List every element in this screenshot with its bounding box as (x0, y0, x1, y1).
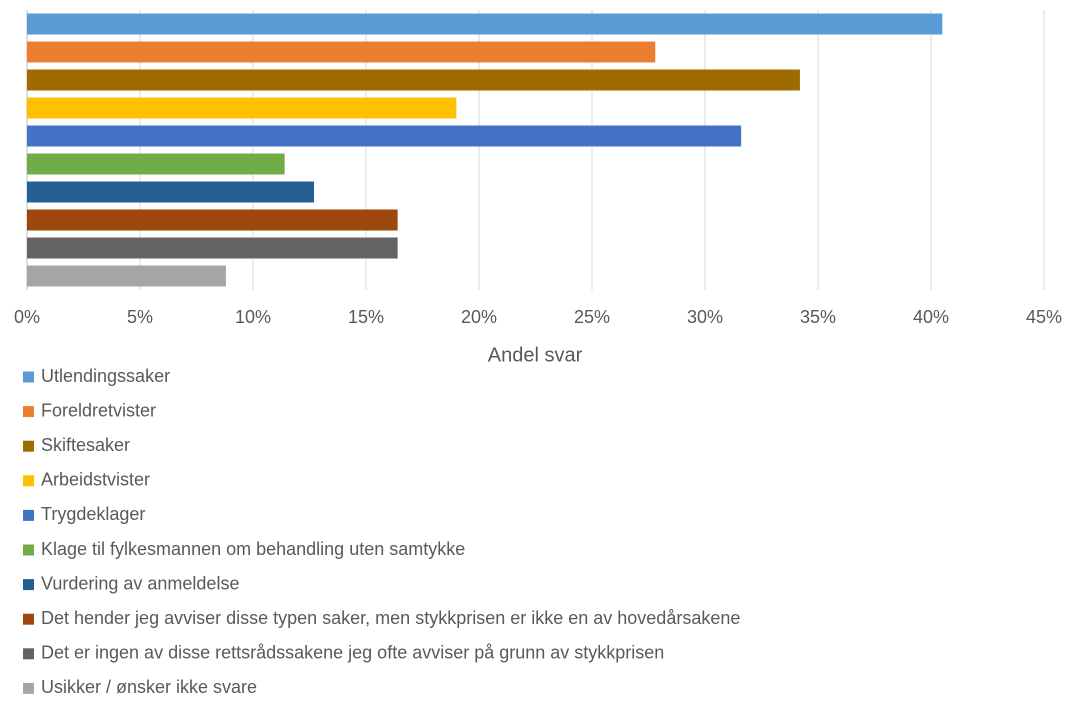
x-tick-label: 5% (127, 307, 153, 327)
legend-label: Vurdering av anmeldelse (41, 573, 239, 593)
legend-label: Trygdeklager (41, 504, 145, 524)
x-tick-label: 30% (687, 307, 723, 327)
bar (27, 265, 226, 287)
legend-swatch (23, 440, 34, 452)
bar (27, 41, 656, 63)
legend-label: Klage til fylkesmannen om behandling ute… (41, 539, 465, 559)
legend-label: Skiftesaker (41, 435, 130, 455)
bar (27, 181, 315, 203)
legend-label: Arbeidstvister (41, 470, 150, 490)
bar (27, 209, 398, 231)
legend-label: Utlendingssaker (41, 366, 170, 386)
x-tick-label: 40% (913, 307, 949, 327)
legend-swatch (23, 544, 34, 556)
legend-swatch (23, 613, 34, 625)
bar (27, 153, 285, 175)
bar (27, 237, 398, 259)
x-axis-title: Andel svar (488, 344, 583, 366)
legend-label: Det hender jeg avviser disse typen saker… (41, 608, 740, 628)
legend-swatch (23, 371, 34, 383)
bar (27, 97, 457, 119)
legend-swatch (23, 682, 34, 694)
x-tick-label: 0% (14, 307, 40, 327)
legend-label: Usikker / ønsker ikke svare (41, 677, 257, 697)
x-tick-label: 35% (800, 307, 836, 327)
bar (27, 13, 943, 35)
legend-swatch (23, 406, 34, 418)
legend-swatch (23, 579, 34, 591)
x-tick-label: 25% (574, 307, 610, 327)
legend-swatch (23, 648, 34, 660)
bar (27, 69, 800, 91)
x-tick-label: 15% (348, 307, 384, 327)
legend-swatch (23, 475, 34, 487)
x-tick-label: 45% (1026, 307, 1062, 327)
x-tick-label: 20% (461, 307, 497, 327)
x-tick-label: 10% (235, 307, 271, 327)
legend-swatch (23, 509, 34, 521)
bar (27, 125, 742, 147)
legend-label: Det er ingen av disse rettsrådssakene je… (41, 643, 664, 663)
legend-label: Foreldretvister (41, 400, 156, 420)
